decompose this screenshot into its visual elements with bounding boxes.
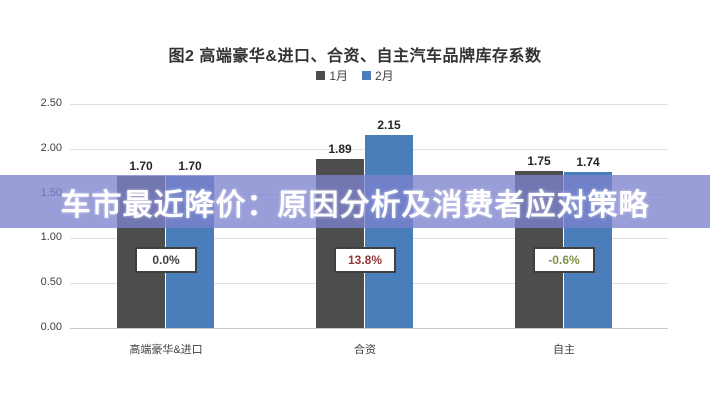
change-badge-joint-venture: 13.8% [334,247,396,273]
bar-value-label: 1.70 [129,158,153,173]
change-badge-luxury-import: 0.0% [135,247,197,273]
x-tick-luxury-import: 高端豪华&进口 [129,344,203,356]
x-axis-line [70,328,668,329]
chart-title: 图2 高端豪华&进口、合资、自主汽车品牌库存系数 [168,48,542,65]
bar-value-label: 2.15 [377,118,401,133]
bar-value-label: 1.70 [178,158,202,173]
legend-swatch-feb [362,71,371,80]
bar-feb-joint-venture: 2.15 [365,118,413,328]
y-tick: 1.00 [40,231,62,244]
legend-item-feb: 2月 [362,67,394,84]
change-value: 0.0% [152,253,180,267]
legend-item-jan: 1月 [316,67,348,84]
bar-value-label: 1.74 [576,155,600,170]
change-value: 13.8% [347,253,383,267]
bar-value-label: 1.75 [527,154,551,169]
change-value: -0.6% [548,253,580,267]
legend-label-jan: 1月 [329,69,348,83]
y-tick: 0.00 [40,321,62,333]
legend-swatch-jan [316,71,326,80]
legend-label-feb: 2月 [375,69,394,83]
headline-text: 车市最近降价：原因分析及消费者应对策略 [60,188,650,222]
gridline [70,104,668,105]
y-tick: 0.50 [40,276,62,289]
y-tick: 2.00 [40,141,62,154]
headline-banner: 车市最近降价：原因分析及消费者应对策略 [0,175,710,228]
bar-value-label: 1.89 [328,141,352,156]
x-tick-domestic: 自主 [553,344,575,356]
x-tick-joint-venture: 合资 [354,344,376,356]
y-tick: 2.50 [40,97,62,109]
chart-legend: 1月 2月 [0,67,710,84]
change-badge-domestic: -0.6% [533,247,595,273]
